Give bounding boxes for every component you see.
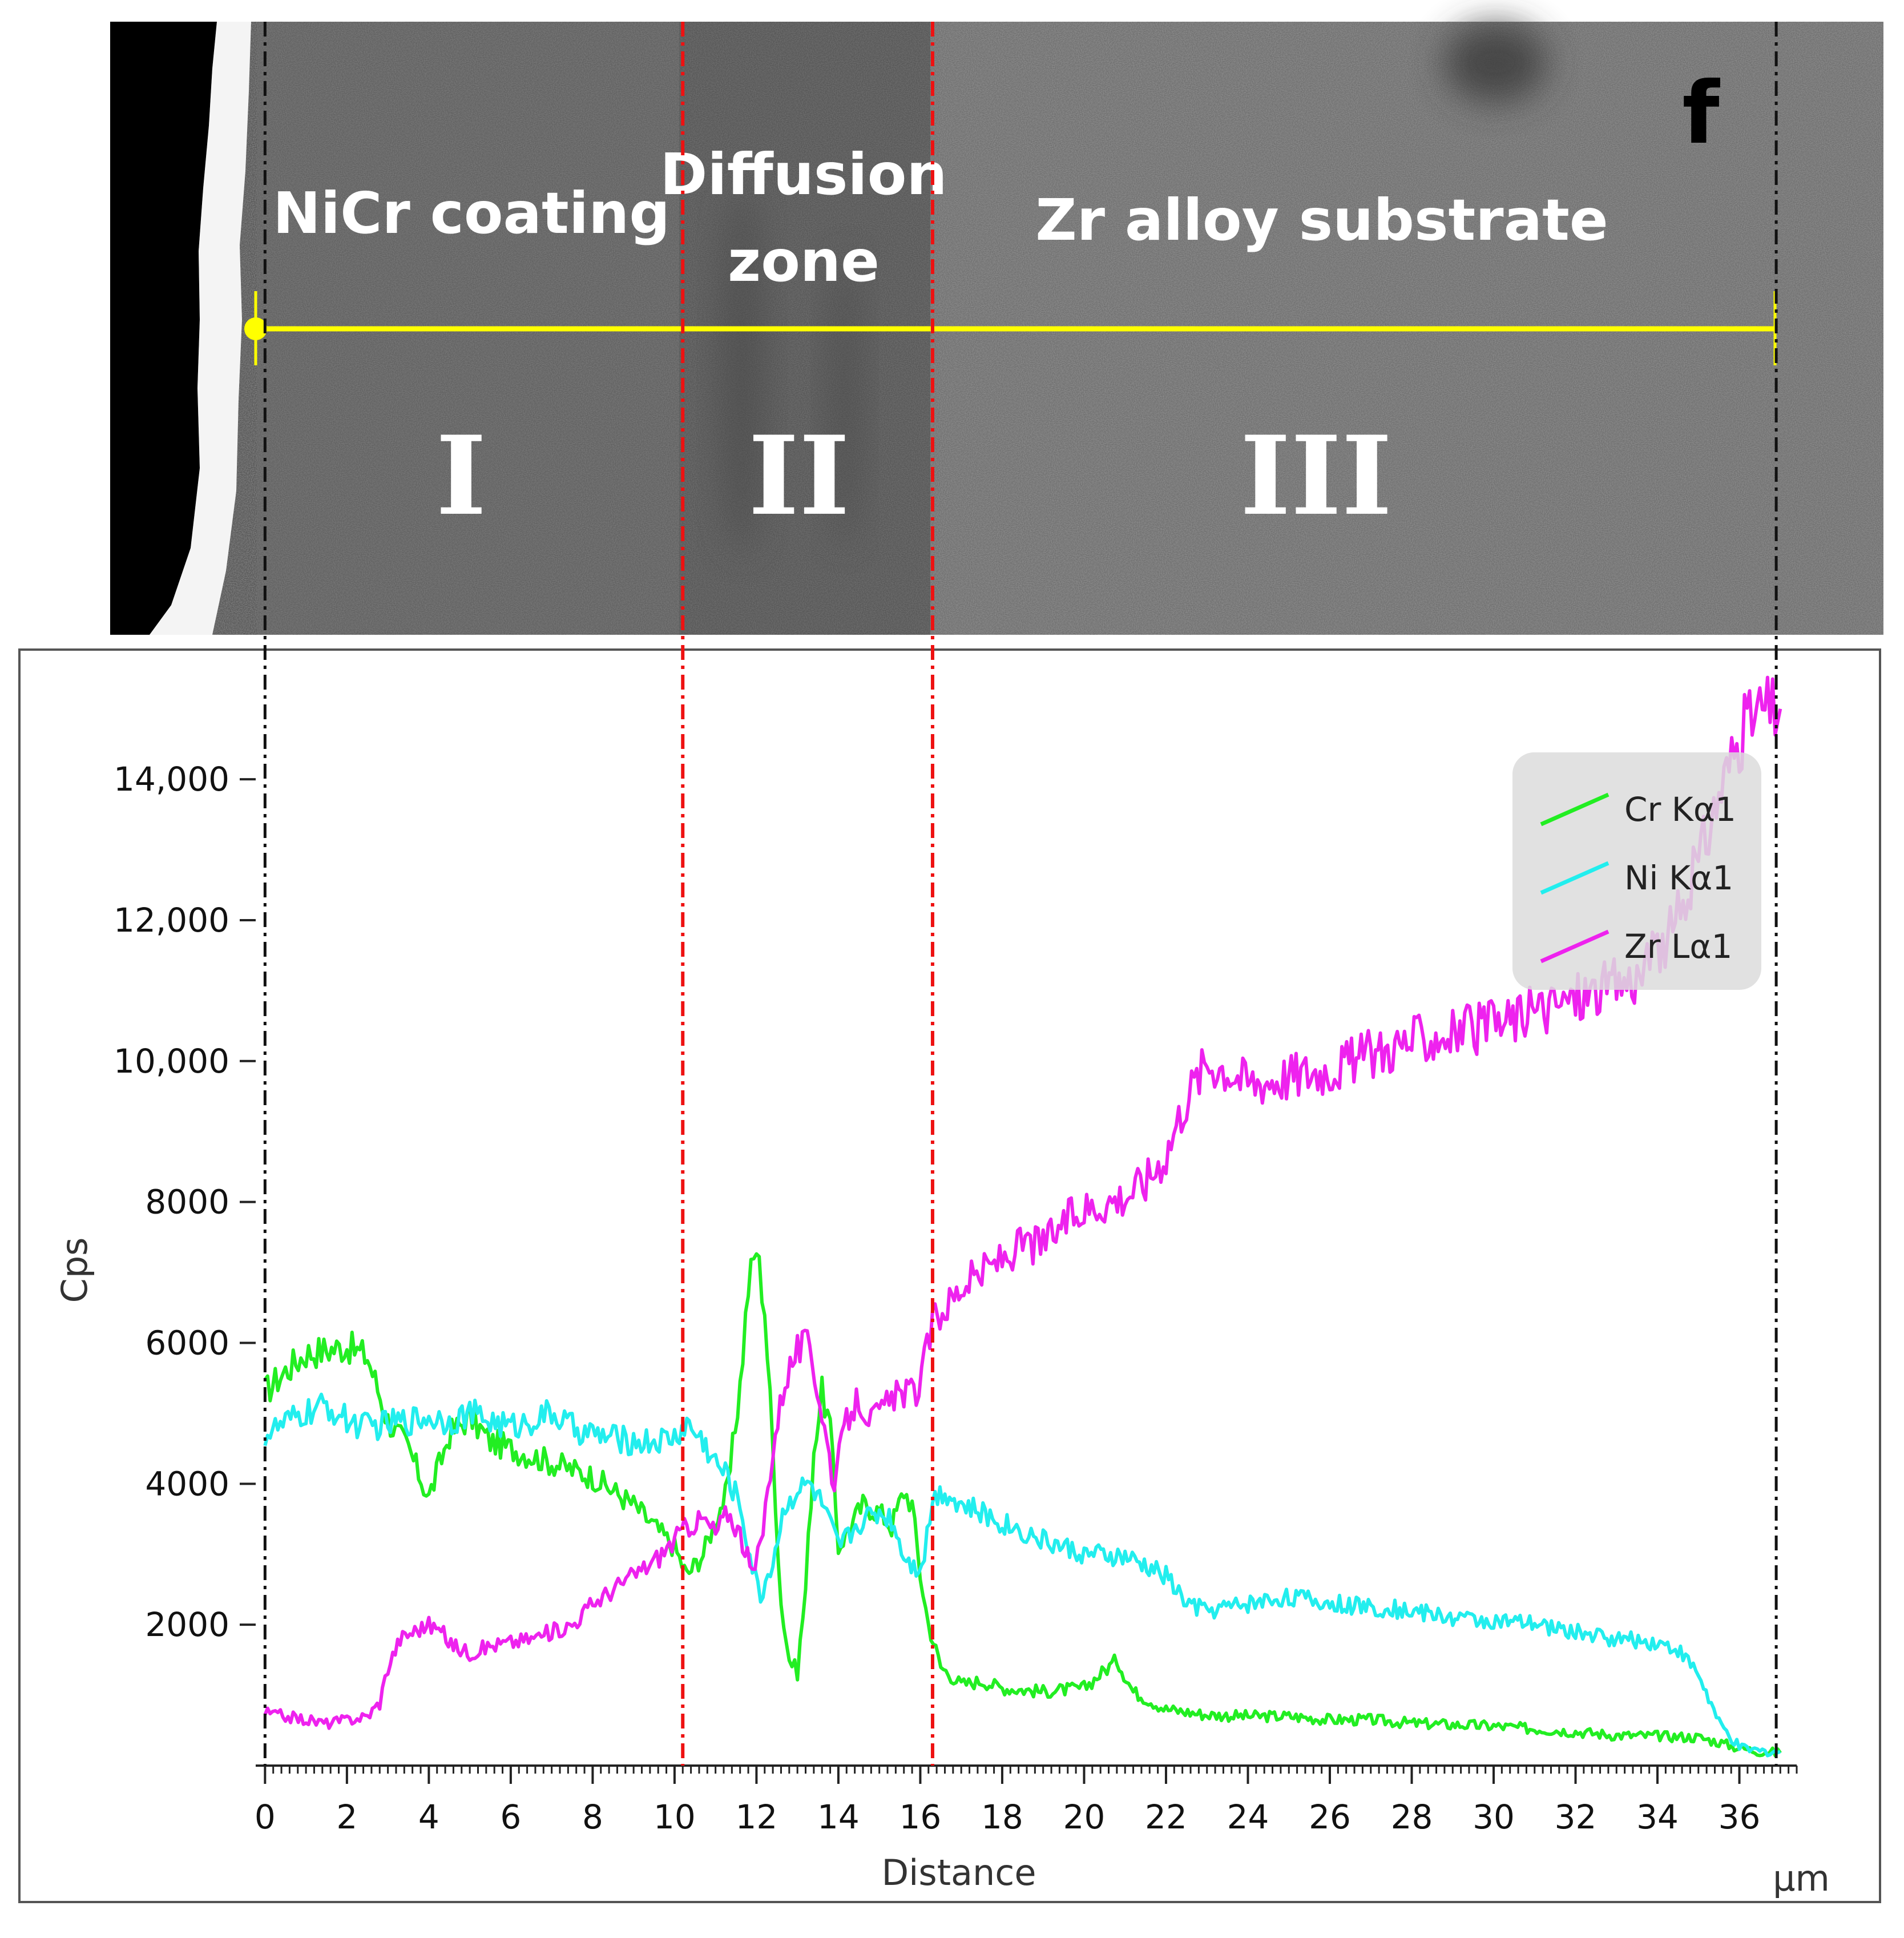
sem-micrograph: f NiCr coating Diffusion zone Zr alloy s…	[110, 22, 1883, 635]
y-tick-label: 2000	[145, 1605, 229, 1644]
chart-axes: 0 2 4 6 8 10 12 14 16 18 20 22 24 26 28 30 32 34 362000400…	[114, 760, 1798, 1836]
x-tick-label: 6	[500, 1798, 521, 1836]
x-tick-label: 30	[1473, 1798, 1515, 1836]
x-tick-label: 18	[981, 1798, 1023, 1836]
x-tick-label: 10	[654, 1798, 696, 1836]
x-tick-label: 8	[582, 1798, 603, 1836]
series-line-cr	[263, 1252, 1782, 1758]
coating-label: NiCr coating	[273, 180, 670, 247]
x-axis-unit: µm	[1773, 1858, 1830, 1899]
legend-swatch-ni	[1540, 861, 1609, 895]
series-line-zr	[263, 675, 1782, 1730]
roman-numeral-2: II	[748, 412, 850, 539]
dark-pore	[1444, 23, 1547, 103]
diffusion-label-line1: Diffusion	[660, 141, 947, 208]
legend-swatch-cr	[1540, 792, 1609, 827]
scan-start-marker	[244, 317, 267, 340]
x-tick-label: 0	[255, 1798, 276, 1836]
y-axis-label: Cps	[54, 1238, 95, 1303]
x-tick-label: 14	[817, 1798, 860, 1836]
x-tick-label: 24	[1227, 1798, 1269, 1836]
x-tick-label: 16	[899, 1798, 942, 1836]
x-tick-label: 34	[1636, 1798, 1679, 1836]
legend: Cr Kα1 Ni Kα1 Zr Lα1	[1512, 752, 1761, 990]
y-tick-label: 12,000	[114, 901, 229, 940]
diffusion-label-line2: zone	[728, 228, 880, 295]
chart-series	[263, 675, 1782, 1758]
mount-black-region	[110, 22, 217, 635]
y-tick-label: 14,000	[114, 760, 229, 799]
x-tick-label: 26	[1309, 1798, 1351, 1836]
x-tick-label: 4	[418, 1798, 439, 1836]
x-tick-label: 12	[736, 1798, 778, 1836]
panel-letter: f	[1682, 64, 1720, 163]
x-tick-label: 28	[1391, 1798, 1433, 1836]
x-tick-label: 20	[1063, 1798, 1106, 1836]
dark-streak	[719, 188, 765, 554]
roman-numeral-3: III	[1240, 412, 1393, 539]
legend-label-zr: Zr Lα1	[1624, 927, 1732, 966]
x-tick-label: 22	[1145, 1798, 1187, 1836]
legend-label-ni: Ni Kα1	[1624, 859, 1733, 897]
x-tick-label: 32	[1555, 1798, 1597, 1836]
y-tick-label: 8000	[145, 1183, 229, 1222]
y-tick-label: 4000	[145, 1464, 229, 1503]
x-tick-label: 36	[1719, 1798, 1761, 1836]
series-line-ni	[263, 1392, 1781, 1758]
substrate-label: Zr alloy substrate	[1035, 187, 1608, 253]
x-tick-label: 2	[336, 1798, 357, 1836]
y-tick-label: 6000	[145, 1323, 229, 1362]
y-tick-label: 10,000	[114, 1042, 229, 1081]
legend-box	[1512, 752, 1761, 990]
dark-streak	[828, 251, 862, 548]
roman-numeral-1: I	[436, 412, 487, 539]
guide-lines	[263, 22, 1778, 1766]
legend-label-cr: Cr Kα1	[1624, 790, 1736, 829]
legend-swatch-zr	[1540, 929, 1609, 964]
coating-surface-edge	[150, 22, 251, 635]
x-axis-label: Distance	[881, 1852, 1036, 1893]
